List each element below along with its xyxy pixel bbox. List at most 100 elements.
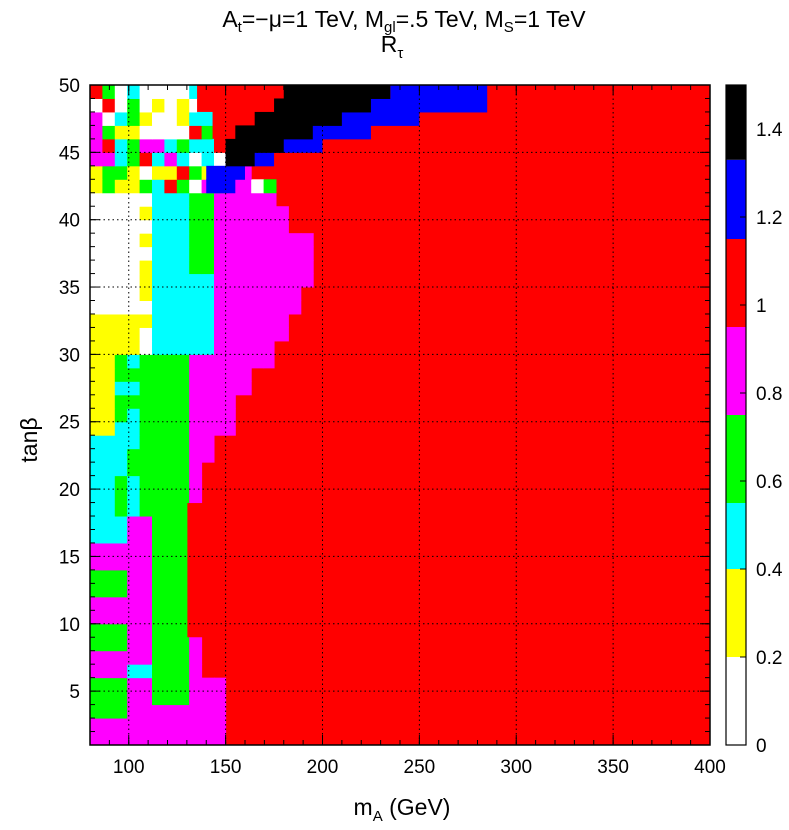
heatmap-cell (176, 98, 190, 113)
heatmap-cell (102, 165, 116, 180)
heatmap-cell (90, 556, 103, 571)
heatmap-cell (114, 340, 128, 355)
heatmap-cell (114, 313, 128, 328)
heatmap-cell (201, 367, 215, 382)
heatmap-cell (90, 340, 103, 355)
heatmap-cell (176, 677, 190, 692)
heatmap-cell (139, 85, 153, 99)
heatmap-cell (102, 246, 116, 261)
heatmap-cell (139, 152, 153, 167)
heatmap-cell (152, 381, 165, 396)
heatmap-cell (214, 421, 227, 436)
heatmap-cell (164, 435, 178, 450)
heatmap-cell (164, 408, 178, 423)
heatmap-cell (176, 354, 190, 369)
heatmap-cell (189, 367, 203, 382)
heatmap-cell (127, 260, 141, 275)
heatmap-cell (102, 300, 116, 315)
heatmap-cell (90, 394, 103, 409)
heatmap-cell (127, 300, 141, 315)
heatmap-cell (102, 731, 116, 746)
heatmap-cell (164, 475, 178, 490)
heatmap-cell (189, 677, 203, 692)
heatmap-cell (139, 340, 153, 355)
heatmap-cell (276, 219, 289, 234)
heatmap-cell (102, 556, 116, 571)
heatmap-cell (152, 98, 165, 113)
heatmap-cell (214, 273, 227, 288)
heatmap-cell (201, 111, 213, 126)
heatmap-cell (176, 502, 188, 517)
heatmap-cell (226, 340, 240, 355)
heatmap-cell (90, 273, 103, 288)
heatmap-cell (263, 233, 277, 248)
heatmap-cell (226, 233, 240, 248)
heatmap-cell (102, 98, 116, 113)
heatmap-cell (114, 623, 128, 638)
y-tick-label: 10 (59, 615, 80, 636)
heatmap-cell (164, 273, 178, 288)
heatmap-cell (214, 313, 227, 328)
heatmap-cells (90, 85, 710, 746)
heatmap-cell (139, 354, 153, 369)
heatmap-cell (127, 125, 141, 140)
heatmap-cell (189, 354, 203, 369)
heatmap-cell (139, 556, 153, 571)
heatmap-cell (114, 542, 128, 557)
heatmap-cell (189, 475, 203, 490)
heatmap-cell (114, 596, 128, 611)
heatmap-cell (152, 610, 165, 625)
chart-title: At=−μ=1 TeV, Mgl=.5 TeV, MS=1 TeV (222, 6, 586, 36)
heatmap-cell (102, 529, 116, 544)
heatmap-cell (114, 125, 128, 140)
heatmap-cell (176, 650, 190, 665)
heatmap-cell (90, 408, 103, 423)
heatmap-cell (152, 206, 165, 221)
heatmap-cell (90, 462, 103, 477)
heatmap-cell (164, 556, 178, 571)
heatmap-cell (288, 233, 302, 248)
heatmap-cell (214, 340, 227, 355)
colorbar-tick-label: 0.2 (756, 648, 782, 669)
heatmap-cell (176, 475, 190, 490)
heatmap-cell (114, 637, 128, 652)
heatmap-cell (176, 300, 190, 315)
heatmap-cell (152, 650, 165, 665)
heatmap-cell (176, 111, 190, 126)
heatmap-cell (152, 529, 165, 544)
heatmap-cell (276, 300, 289, 315)
heatmap-cell (225, 138, 284, 153)
heatmap-cell (164, 98, 178, 113)
heatmap-cell (114, 367, 128, 382)
heatmap-cell (127, 448, 141, 463)
heatmap-cell (90, 152, 103, 167)
y-tick-label: 30 (59, 345, 80, 366)
heatmap-cell (90, 260, 103, 275)
heatmap-cell (303, 125, 371, 140)
heatmap-cell (152, 233, 165, 248)
heatmap-cell (176, 394, 190, 409)
colorbar-segment (726, 657, 746, 745)
heatmap-cell (206, 179, 236, 194)
heatmap-cell (127, 85, 141, 99)
heatmap-cell (226, 206, 240, 221)
heatmap-cell (90, 354, 103, 369)
heatmap-cell (127, 650, 141, 665)
heatmap-cell (263, 327, 277, 342)
heatmap-cell (90, 489, 103, 504)
colorbar-segment (726, 239, 746, 327)
heatmap-cell (235, 125, 313, 140)
heatmap-cell (176, 408, 190, 423)
y-tick-label: 20 (59, 480, 80, 501)
heatmap-cell (114, 583, 128, 598)
heatmap-cell (251, 300, 265, 315)
heatmap-cell (164, 529, 178, 544)
heatmap-cell (139, 219, 153, 234)
heatmap-cell (127, 246, 141, 261)
heatmap-cell (90, 421, 103, 436)
heatmap-cell (102, 718, 116, 733)
heatmap-cell (90, 502, 103, 517)
heatmap-cell (189, 152, 203, 167)
heatmap-cell (164, 233, 178, 248)
